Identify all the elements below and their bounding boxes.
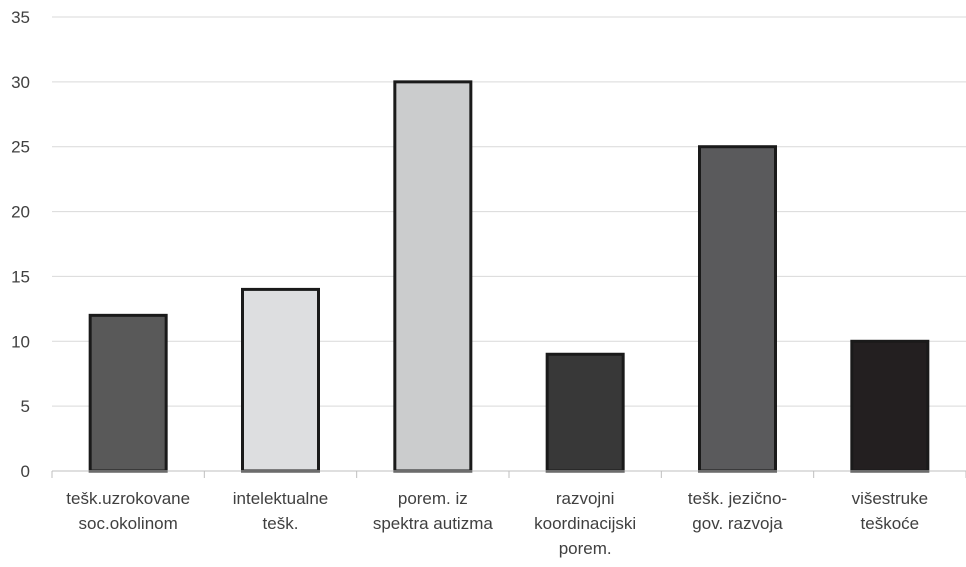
x-axis <box>51 470 966 478</box>
x-category-label-line: soc.okolinom <box>79 514 178 533</box>
x-category-label-line: gov. razvoja <box>692 514 783 533</box>
x-category-label: intelektualne tešk. <box>233 489 328 533</box>
bar <box>850 339 930 473</box>
x-category-label-line: spektra autizma <box>373 514 494 533</box>
x-category-label: porem. iz spektra autizma <box>373 489 494 533</box>
y-tick-label: 25 <box>11 138 30 157</box>
bars <box>88 80 930 473</box>
bar <box>393 80 473 473</box>
y-tick-label: 20 <box>11 203 30 222</box>
x-category-label-line: višestruke <box>852 489 929 508</box>
bar <box>698 145 777 473</box>
bar <box>545 352 625 473</box>
x-category-label: tešk.uzrokovane soc.okolinom <box>66 489 190 533</box>
y-tick-label: 5 <box>21 397 30 416</box>
x-category-label-line: razvojni <box>556 489 615 508</box>
x-axis-category-labels: tešk.uzrokovane soc.okolinom intelektualne… <box>66 489 928 558</box>
x-category-label-line: intelektualne <box>233 489 328 508</box>
gridlines <box>52 16 966 407</box>
x-category-label: razvojni koordinacijski porem. <box>534 489 636 558</box>
x-category-label-line: porem. <box>559 539 612 558</box>
bar <box>88 313 168 473</box>
y-axis-tick-labels: 0 5 10 15 20 25 30 35 <box>11 8 30 481</box>
y-tick-label: 0 <box>21 462 30 481</box>
x-category-label-line: tešk.uzrokovane <box>66 489 190 508</box>
y-tick-label: 30 <box>11 73 30 92</box>
y-tick-label: 15 <box>11 267 30 286</box>
x-category-label-line: koordinacijski <box>534 514 636 533</box>
x-category-label: tešk. jezično-gov. razvoja <box>688 489 787 533</box>
x-category-label: višestruke teškoće <box>852 489 929 533</box>
x-category-label-line: teškoće <box>861 514 920 533</box>
x-category-label-line: tešk. <box>263 514 299 533</box>
x-category-label-line: porem. iz <box>398 489 468 508</box>
y-tick-label: 35 <box>11 8 30 27</box>
y-tick-label: 10 <box>11 332 30 351</box>
x-category-label-line: tešk. jezično- <box>688 489 787 508</box>
bar <box>241 287 320 473</box>
